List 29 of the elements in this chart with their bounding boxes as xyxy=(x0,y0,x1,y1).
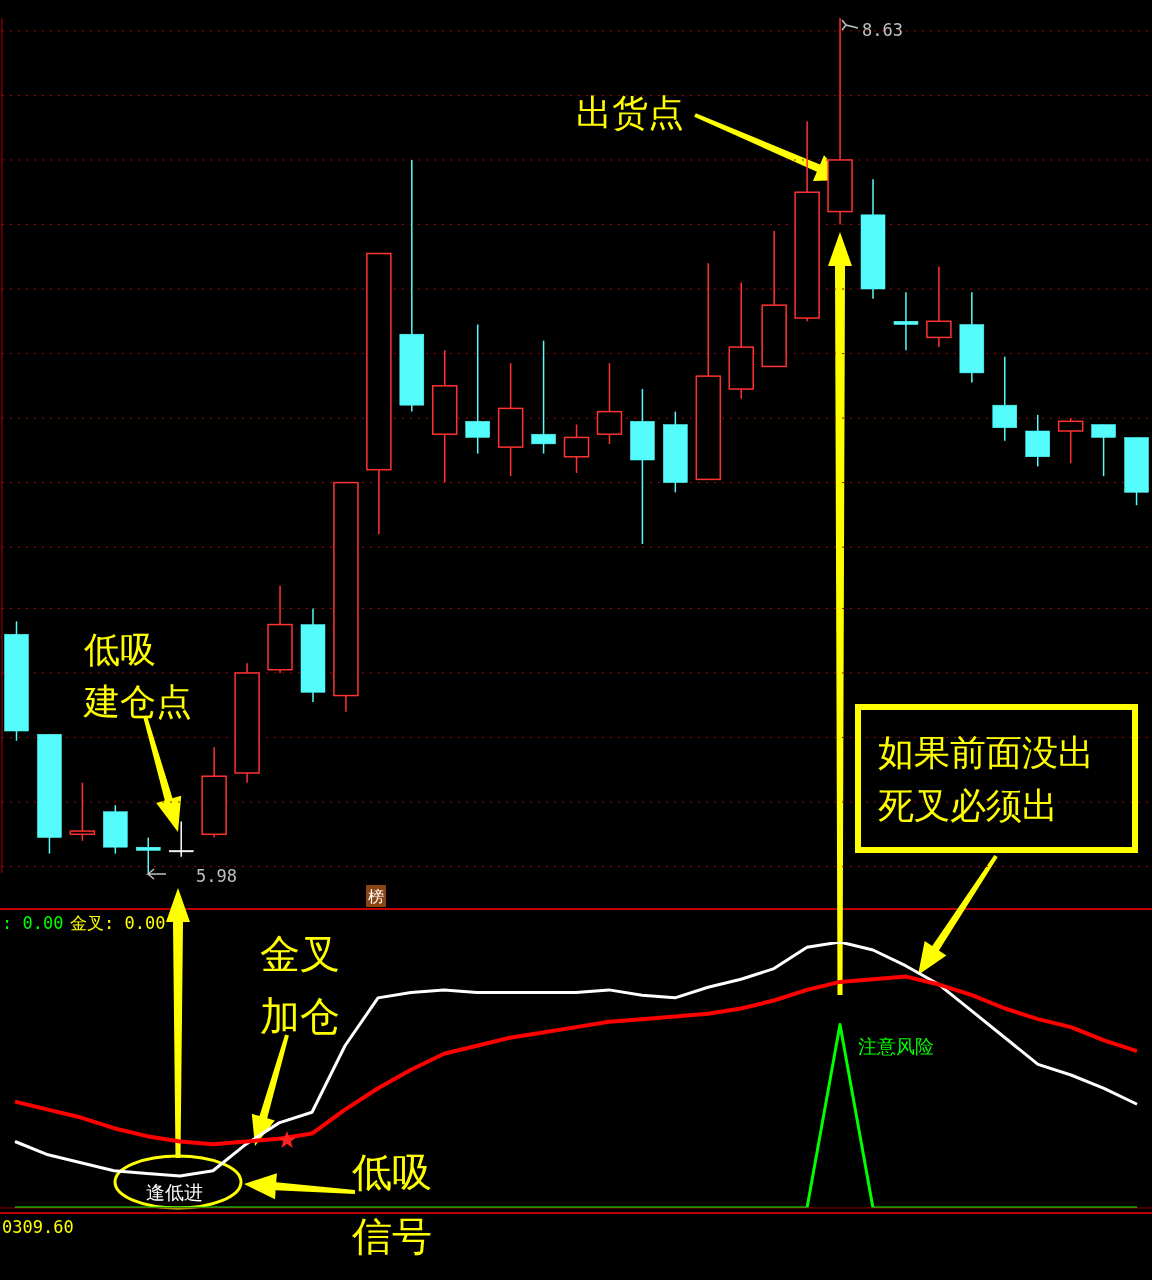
text: 0309.60 xyxy=(2,1217,74,1237)
annotation: 低吸 xyxy=(352,1149,432,1195)
annotation: 低吸 xyxy=(84,629,156,670)
text: : 0.00 xyxy=(2,913,64,933)
candlestick xyxy=(596,362,623,445)
candlestick xyxy=(531,339,556,455)
candlestick xyxy=(465,323,490,455)
candlestick xyxy=(136,836,161,873)
annotation: 5.98 xyxy=(196,866,237,886)
annotation: 死叉必须出 xyxy=(878,785,1058,826)
candlestick xyxy=(992,356,1018,442)
annotation: 注意风险 xyxy=(858,1035,934,1057)
annotation: 建仓点 xyxy=(83,681,192,722)
annotation: 如果前面没出 xyxy=(878,732,1094,773)
annotation: 加仓 xyxy=(260,993,340,1039)
candlestick xyxy=(926,265,952,348)
candlestick xyxy=(893,291,919,352)
text: 信号 xyxy=(352,1213,432,1259)
text: 金叉: 0.00 xyxy=(70,913,166,933)
candlestick xyxy=(69,781,96,842)
candlestick xyxy=(1091,423,1116,477)
annotation: 金叉 xyxy=(260,931,340,977)
candlestick xyxy=(168,820,194,858)
candlestick xyxy=(1057,417,1084,464)
annotation: 出货点 xyxy=(576,92,684,133)
text: 榜 xyxy=(368,887,384,906)
annotation: 8.63 xyxy=(862,20,903,40)
annotation: 逢低进 xyxy=(146,1181,203,1203)
candlestick xyxy=(563,423,590,474)
